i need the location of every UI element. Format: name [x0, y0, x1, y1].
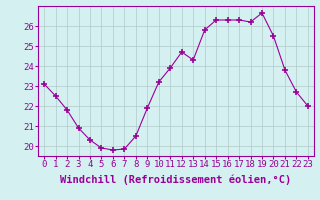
- X-axis label: Windchill (Refroidissement éolien,°C): Windchill (Refroidissement éolien,°C): [60, 175, 292, 185]
